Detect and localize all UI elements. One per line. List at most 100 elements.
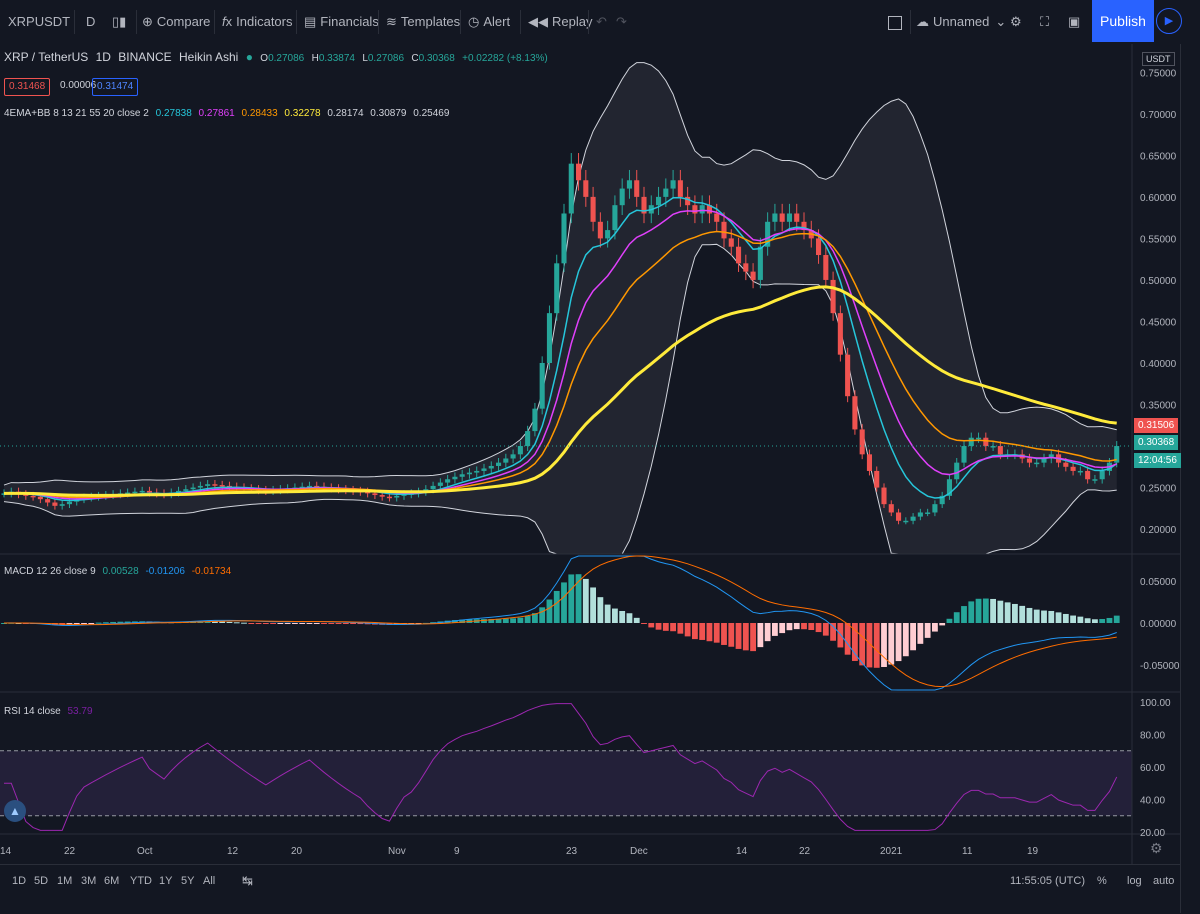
- candle-body: [219, 485, 225, 487]
- toolbar-divider: [214, 10, 215, 34]
- macd-histogram-bar: [241, 622, 247, 624]
- macd-histogram-bar: [815, 623, 822, 633]
- alert-button[interactable]: ◷ Alert: [468, 0, 510, 44]
- macd-histogram-bar: [335, 623, 342, 624]
- replay-button[interactable]: ◀◀ Replay: [528, 0, 592, 44]
- range-1d[interactable]: 1D: [12, 875, 27, 887]
- candle-body: [976, 437, 982, 440]
- indicators-button[interactable]: fx Indicators: [222, 0, 293, 44]
- candle-body: [306, 485, 312, 488]
- symbol-legend: XRP / TetherUS 1D BINANCE Heikin Ashi ● …: [4, 50, 552, 64]
- utc-clock[interactable]: 11:55:05 (UTC): [1010, 875, 1085, 887]
- ohlc-high: H0.33874: [311, 53, 355, 64]
- macd-histogram-bar: [102, 622, 109, 624]
- chart-background: [0, 44, 1180, 864]
- layout-name-button[interactable]: ☁ Unnamed ⌄: [916, 0, 1006, 44]
- financials-button[interactable]: ▤ Financials: [304, 0, 379, 44]
- interval-button[interactable]: D: [86, 0, 95, 44]
- compare-button[interactable]: ⊕ Compare: [142, 0, 210, 44]
- templates-label: Templates: [400, 14, 461, 29]
- macd-histogram-bar: [837, 623, 844, 648]
- chart-type-button[interactable]: ▯▮: [112, 0, 130, 44]
- candle-body: [823, 255, 829, 280]
- right-side-panel: [1180, 44, 1200, 913]
- macd-histogram-bar: [662, 623, 669, 631]
- bar-chart-icon: ▤: [304, 14, 317, 29]
- macd-histogram-bar: [859, 623, 866, 666]
- ema55-value: 0.32278: [284, 108, 321, 119]
- macd-histogram-bar: [968, 601, 975, 623]
- candle-body: [496, 462, 502, 466]
- macd-histogram-bar: [612, 608, 618, 623]
- range-3m[interactable]: 3M: [81, 875, 97, 887]
- symbol-search-button[interactable]: XRPUSDT: [8, 0, 70, 44]
- candle-body: [481, 468, 487, 471]
- settings-button[interactable]: ⚙: [1010, 0, 1022, 44]
- candle-body: [677, 180, 683, 197]
- candle-body: [66, 501, 72, 505]
- range-6m[interactable]: 6M: [104, 875, 120, 887]
- candle-body: [532, 408, 538, 432]
- toolbar-divider: [296, 10, 297, 34]
- toolbar-divider: [136, 10, 137, 34]
- macd-histogram-bar: [488, 618, 495, 623]
- candle-body: [852, 396, 858, 430]
- range-1m[interactable]: 1M: [57, 875, 73, 887]
- templates-icon: ≋: [386, 14, 397, 29]
- macd-histogram-bar: [1033, 609, 1040, 623]
- range-5d[interactable]: 5D: [34, 875, 49, 887]
- chart-canvas[interactable]: 0.75000 0.70000 0.65000 0.60000 0.55000 0.500…: [0, 44, 1180, 864]
- macd-histogram-bar: [917, 623, 924, 644]
- ema55-line: [3, 285, 1117, 497]
- candle-body: [692, 205, 698, 214]
- range-5y[interactable]: 5Y: [181, 875, 195, 887]
- low-value: 0.27086: [367, 53, 405, 64]
- range-all[interactable]: All: [203, 875, 216, 887]
- indicator-name: 4EMA+BB 8 13 21 55 20 close 2: [4, 108, 149, 119]
- snapshot-button[interactable]: ▣: [1068, 0, 1080, 44]
- macd-histogram-bar: [357, 623, 364, 625]
- log-scale-toggle[interactable]: log: [1127, 875, 1142, 887]
- redo-button[interactable]: ↷: [616, 0, 627, 44]
- auto-scale-toggle[interactable]: auto: [1153, 875, 1175, 887]
- fullscreen-button[interactable]: ⛶: [1040, 0, 1049, 44]
- chart-settings-gear-icon[interactable]: ⚙: [1150, 840, 1163, 856]
- ema8-value: 0.27838: [155, 108, 192, 119]
- macd-histogram-bar: [1106, 617, 1113, 623]
- candle-body: [568, 163, 574, 214]
- ohlc-low: L0.27086: [362, 53, 405, 64]
- undo-button[interactable]: ↶: [596, 0, 607, 44]
- financials-label: Financials: [320, 14, 379, 29]
- candle-body: [30, 495, 36, 498]
- range-1y[interactable]: 1Y: [159, 875, 173, 887]
- candle-body: [714, 213, 720, 222]
- currency-unit-label[interactable]: USDT: [1142, 52, 1175, 66]
- macd-histogram-bar: [524, 616, 531, 623]
- macd-line-value: -0.01206: [145, 566, 185, 577]
- price-tick-label: 0.70000: [1140, 110, 1177, 121]
- macd-histogram-bar: [262, 623, 269, 624]
- publish-button[interactable]: Publish: [1092, 0, 1154, 42]
- macd-histogram-bar: [299, 623, 306, 624]
- play-button[interactable]: ▶: [1156, 8, 1182, 34]
- candle-body: [517, 446, 523, 455]
- rsi-value: 53.79: [67, 706, 93, 717]
- multi-layout-button[interactable]: [888, 0, 902, 44]
- macd-histogram-bar: [793, 623, 800, 630]
- candle-body: [816, 238, 822, 256]
- ema-lines: [3, 196, 1118, 502]
- tradingview-logo-icon[interactable]: ▲: [4, 800, 26, 822]
- sell-price-box[interactable]: 0.31468: [4, 78, 51, 96]
- templates-button[interactable]: ≋ Templates: [386, 0, 460, 44]
- high-value: 0.33874: [318, 53, 355, 64]
- candle-body: [176, 490, 182, 493]
- macd-histogram-bar: [590, 587, 596, 623]
- candle-body: [503, 458, 509, 463]
- buy-price-box[interactable]: 0.31474: [92, 78, 139, 96]
- percent-scale-toggle[interactable]: %: [1097, 875, 1107, 887]
- candle-body: [299, 486, 305, 489]
- rewind-icon: ◀◀: [528, 14, 548, 29]
- go-to-date-icon[interactable]: ↹: [242, 873, 253, 888]
- macd-histogram-bar: [1012, 603, 1018, 623]
- range-ytd[interactable]: YTD: [130, 875, 152, 887]
